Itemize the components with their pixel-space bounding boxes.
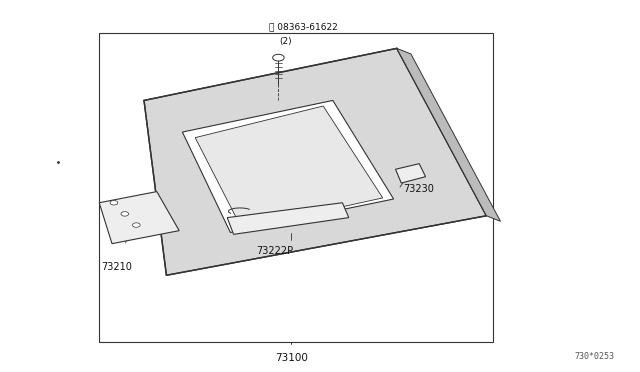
Circle shape [273,54,284,61]
Polygon shape [182,100,394,232]
Bar [99,33,493,342]
Polygon shape [195,106,383,229]
Text: 73100: 73100 [275,353,308,363]
Circle shape [110,201,118,205]
Text: (2): (2) [280,37,292,46]
Text: 73222P: 73222P [256,246,293,256]
Text: 73230: 73230 [403,184,434,194]
Text: Ⓢ 08363-61622: Ⓢ 08363-61622 [269,23,337,32]
Circle shape [121,212,129,216]
Polygon shape [144,48,486,275]
Polygon shape [397,48,500,221]
Polygon shape [227,203,349,234]
Text: 730*0253: 730*0253 [575,352,614,361]
Polygon shape [396,164,426,183]
Circle shape [132,223,140,227]
Text: 73210: 73210 [101,262,132,272]
Polygon shape [99,192,179,244]
